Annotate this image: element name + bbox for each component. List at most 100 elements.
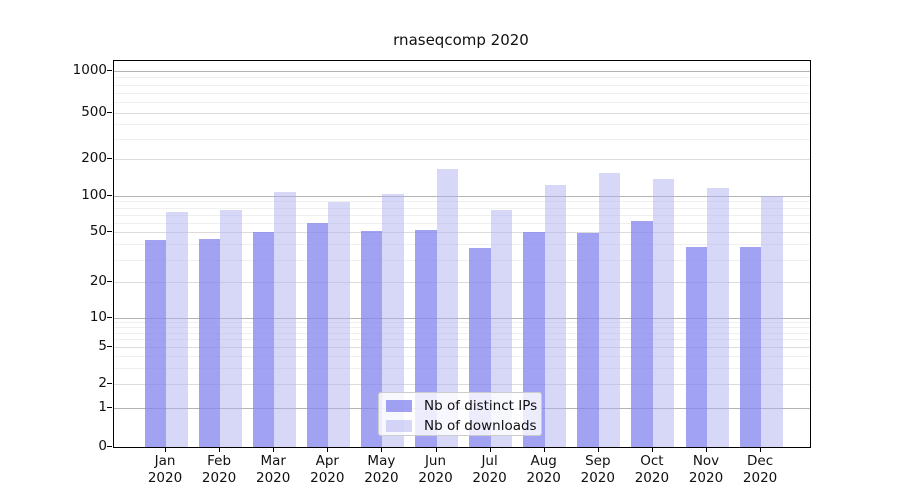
x-tick-label: May 2020 bbox=[364, 453, 399, 486]
y-tick-label: 1 bbox=[98, 399, 107, 415]
gridline-minor bbox=[114, 77, 810, 79]
gridline-labeled bbox=[114, 347, 810, 348]
y-tick-label: 1000 bbox=[72, 62, 107, 78]
bar-distinct-ips-feb bbox=[198, 238, 221, 447]
plot-area bbox=[113, 60, 811, 448]
bar-downloads-oct bbox=[652, 179, 675, 447]
y-tick-label: 2 bbox=[98, 375, 107, 391]
y-tick-mark bbox=[107, 158, 112, 159]
gridline-major bbox=[114, 71, 810, 72]
gridline-minor bbox=[114, 201, 810, 203]
gridline-minor bbox=[114, 244, 810, 246]
x-tick-mark bbox=[706, 447, 707, 452]
gridline-minor bbox=[114, 259, 810, 261]
bar-distinct-ips-sep bbox=[577, 233, 599, 447]
y-tick-label: 10 bbox=[89, 309, 107, 325]
gridline-minor bbox=[114, 332, 810, 334]
bar-downloads-apr bbox=[328, 202, 350, 447]
legend-row: Nb of distinct IPs bbox=[386, 397, 541, 415]
gridline-major bbox=[114, 196, 810, 197]
x-tick-label: Feb 2020 bbox=[201, 453, 237, 486]
x-tick-mark bbox=[165, 447, 166, 452]
x-tick-label: Oct 2020 bbox=[634, 453, 670, 486]
bar-downloads-dec bbox=[761, 196, 783, 447]
x-tick-label: Jan 2020 bbox=[147, 453, 183, 486]
bar-downloads-jun bbox=[436, 168, 458, 447]
chart-title: rnaseqcomp 2020 bbox=[393, 31, 529, 49]
y-tick-label: 500 bbox=[81, 104, 107, 120]
bar-downloads-sep bbox=[598, 172, 621, 447]
bar-distinct-ips-may bbox=[360, 230, 383, 447]
y-tick-mark bbox=[107, 231, 112, 232]
y-tick-label: 20 bbox=[89, 273, 107, 289]
gridline-labeled bbox=[114, 282, 810, 283]
x-tick-mark bbox=[381, 447, 383, 452]
x-tick-label: Nov 2020 bbox=[688, 453, 724, 486]
y-tick-label: 5 bbox=[98, 338, 107, 354]
bar-downloads-nov bbox=[707, 188, 729, 447]
x-tick-mark bbox=[273, 447, 275, 452]
legend-label: Nb of downloads bbox=[424, 418, 537, 434]
x-tick-mark bbox=[489, 447, 491, 452]
x-tick-label: Aug 2020 bbox=[526, 453, 561, 486]
x-tick-label: Apr 2020 bbox=[310, 453, 345, 486]
gridline-minor bbox=[114, 124, 810, 126]
x-tick-mark bbox=[760, 447, 762, 452]
x-tick-mark bbox=[651, 447, 653, 452]
gridline-minor bbox=[114, 222, 810, 224]
bar-downloads-jan bbox=[166, 211, 188, 447]
bar-distinct-ips-jan bbox=[144, 240, 166, 447]
gridline-minor bbox=[114, 327, 810, 329]
bar-downloads-jul bbox=[490, 210, 513, 447]
x-tick-label: Jun 2020 bbox=[418, 453, 453, 486]
x-tick-label: Mar 2020 bbox=[256, 453, 291, 486]
bar-distinct-ips-mar bbox=[252, 232, 275, 447]
legend-swatch-downloads bbox=[386, 420, 412, 432]
x-tick-label: Jul 2020 bbox=[472, 453, 507, 486]
bar-distinct-ips-oct bbox=[631, 220, 653, 447]
y-tick-mark bbox=[107, 446, 112, 447]
y-tick-label: 0 bbox=[98, 438, 107, 454]
x-tick-mark bbox=[327, 447, 329, 452]
gridline-labeled bbox=[114, 384, 810, 385]
y-tick-mark bbox=[107, 383, 112, 384]
y-tick-mark bbox=[107, 317, 112, 318]
gridline-major bbox=[114, 318, 810, 319]
gridline-minor bbox=[114, 356, 810, 357]
y-tick-label: 50 bbox=[89, 223, 107, 239]
bar-downloads-may bbox=[382, 194, 404, 447]
y-tick-mark bbox=[107, 346, 112, 347]
legend-label: Nb of distinct IPs bbox=[424, 398, 538, 414]
x-tick-mark bbox=[435, 447, 437, 452]
gridline-labeled bbox=[114, 159, 810, 160]
x-tick-mark bbox=[219, 447, 221, 452]
bar-downloads-feb bbox=[220, 210, 242, 447]
y-tick-mark bbox=[107, 195, 112, 196]
gridline-minor bbox=[114, 367, 810, 369]
x-tick-label: Dec 2020 bbox=[742, 453, 778, 486]
gridline-minor bbox=[114, 84, 810, 86]
gridline-minor bbox=[114, 207, 810, 209]
y-tick-mark bbox=[107, 281, 112, 282]
x-tick-label: Sep 2020 bbox=[580, 453, 615, 486]
y-tick-label: 200 bbox=[81, 150, 107, 166]
y-tick-mark bbox=[107, 112, 112, 113]
bar-downloads-aug bbox=[544, 184, 567, 447]
y-tick-mark bbox=[107, 407, 112, 408]
gridline-minor bbox=[114, 92, 810, 94]
gridline-minor bbox=[114, 322, 810, 324]
x-tick-mark bbox=[543, 447, 545, 452]
gridline-minor bbox=[114, 101, 810, 103]
gridline-labeled bbox=[114, 232, 810, 233]
y-tick-label: 100 bbox=[81, 187, 107, 203]
bar-distinct-ips-nov bbox=[685, 246, 707, 447]
x-tick-mark bbox=[597, 447, 599, 452]
legend-row: Nb of downloads bbox=[386, 417, 541, 435]
gridline-minor bbox=[114, 339, 810, 341]
y-tick-mark bbox=[107, 70, 112, 71]
gridline-minor bbox=[114, 214, 810, 216]
bar-downloads-mar bbox=[274, 191, 296, 447]
legend-swatch-distinct-ips bbox=[386, 400, 412, 412]
gridline-minor bbox=[114, 138, 810, 140]
